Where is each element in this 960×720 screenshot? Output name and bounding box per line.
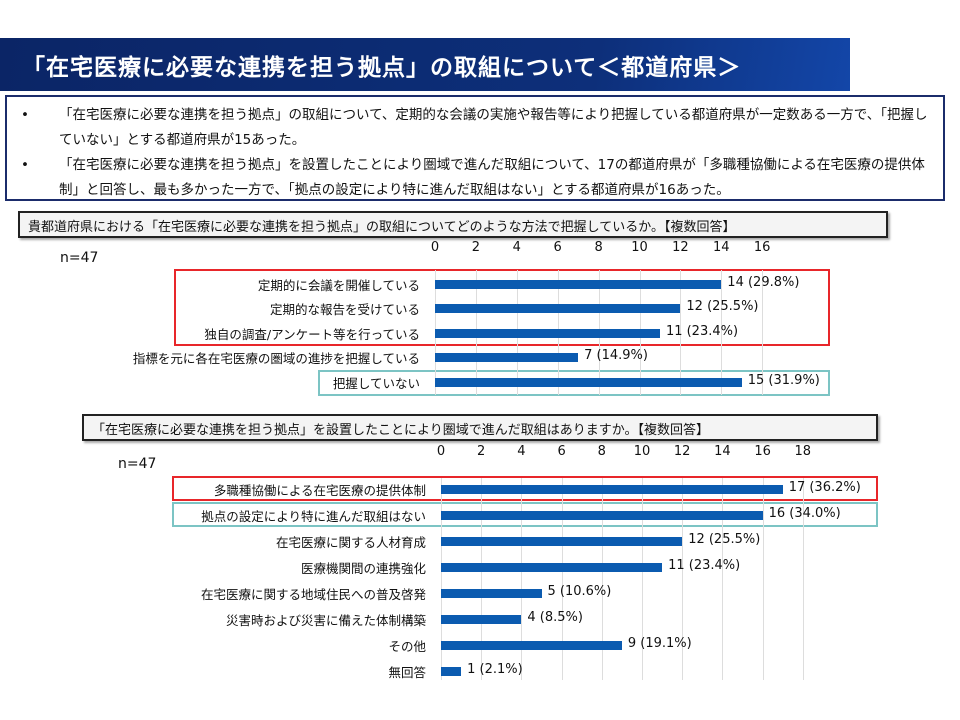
gridline bbox=[441, 478, 442, 680]
x-tick-label: 10 bbox=[633, 444, 651, 459]
category-label: 無回答 bbox=[388, 665, 426, 680]
category-label: 災害時および災害に備えた体制構築 bbox=[225, 613, 426, 628]
bar bbox=[441, 641, 622, 650]
x-tick-label: 6 bbox=[553, 240, 562, 255]
chart2-highlight-teal bbox=[172, 502, 878, 527]
data-label: 12 (25.5%) bbox=[686, 299, 759, 314]
x-tick-label: 12 bbox=[672, 240, 689, 255]
gridline bbox=[721, 270, 723, 395]
data-label: 16 (34.0%) bbox=[768, 506, 841, 521]
category-label: 独自の調査/アンケート等を行っている bbox=[204, 327, 420, 342]
data-label: 17 (36.2%) bbox=[788, 480, 861, 495]
bar bbox=[435, 304, 681, 313]
gridline bbox=[481, 478, 483, 680]
data-label: 1 (2.1%) bbox=[467, 662, 523, 677]
bar bbox=[435, 280, 722, 289]
bar bbox=[441, 537, 683, 546]
bar bbox=[441, 667, 462, 676]
slide-title: 「在宅医療に必要な連携を担う拠点」の取組について＜都道府県＞ bbox=[0, 38, 850, 91]
gridline bbox=[722, 478, 724, 680]
category-label: 拠点の設定により特に進んだ取組はない bbox=[201, 509, 426, 524]
data-label: 5 (10.6%) bbox=[547, 584, 612, 599]
gridline bbox=[682, 478, 684, 680]
chart1-n: n=47 bbox=[60, 250, 99, 266]
data-label: 9 (19.1%) bbox=[627, 636, 692, 651]
x-tick-label: 8 bbox=[597, 444, 606, 459]
category-label: 定期的に会議を開催している bbox=[257, 278, 420, 293]
x-tick-label: 2 bbox=[477, 444, 486, 459]
bar bbox=[435, 378, 742, 387]
x-tick-label: 6 bbox=[557, 444, 566, 459]
x-tick-label: 18 bbox=[794, 444, 812, 459]
data-label: 4 (8.5%) bbox=[527, 610, 583, 625]
x-tick-label: 14 bbox=[714, 444, 731, 459]
bar bbox=[441, 563, 663, 572]
bar bbox=[435, 329, 660, 338]
summary-point-1: 「在宅医療に必要な連携を担う拠点」の取組について、定期的な会議の実施や報告等によ… bbox=[59, 107, 928, 148]
category-label: 多職種協働による在宅医療の提供体制 bbox=[213, 483, 426, 498]
chart2-highlight-red bbox=[172, 476, 878, 501]
data-label: 7 (14.9%) bbox=[584, 348, 648, 363]
category-label: 医療機関間の連携強化 bbox=[300, 561, 426, 576]
category-label: 在宅医療に関する人材育成 bbox=[275, 535, 426, 550]
bullet: • bbox=[21, 107, 29, 123]
category-label: その他 bbox=[388, 639, 426, 654]
bar bbox=[441, 511, 763, 520]
gridline bbox=[601, 478, 603, 680]
x-tick-label: 2 bbox=[471, 240, 481, 255]
summary-box: • 「在宅医療に必要な連携を担う拠点」の取組について、定期的な会議の実施や報告等に… bbox=[5, 95, 945, 201]
data-label: 12 (25.5%) bbox=[688, 532, 761, 547]
gridline bbox=[762, 478, 764, 680]
data-label: 11 (23.4%) bbox=[665, 324, 739, 339]
gridline bbox=[561, 478, 563, 680]
bar bbox=[435, 353, 579, 362]
data-label: 11 (23.4%) bbox=[668, 558, 741, 573]
x-tick-label: 4 bbox=[517, 444, 526, 459]
x-tick-label: 14 bbox=[713, 240, 730, 255]
chart2-question: 「在宅医療に必要な連携を担う拠点」を設置したことにより圏域で進んだ取組はあります… bbox=[82, 414, 878, 441]
gridline bbox=[521, 478, 523, 680]
x-tick-label: 0 bbox=[430, 240, 440, 255]
gridline bbox=[762, 270, 764, 395]
data-label: 14 (29.8%) bbox=[727, 275, 800, 290]
x-tick-label: 16 bbox=[754, 444, 771, 459]
x-tick-label: 10 bbox=[631, 240, 648, 255]
x-tick-label: 0 bbox=[436, 444, 446, 459]
chart2-n: n=47 bbox=[118, 456, 157, 472]
gridline bbox=[642, 478, 643, 680]
category-label: 指標を元に各在宅医療の圏域の進捗を把握している bbox=[132, 351, 420, 366]
bar bbox=[441, 485, 783, 494]
bullet: • bbox=[21, 157, 29, 173]
gridline bbox=[802, 478, 804, 680]
bar bbox=[441, 615, 522, 624]
x-tick-label: 16 bbox=[753, 240, 771, 255]
gridline bbox=[680, 270, 682, 395]
x-tick-label: 12 bbox=[673, 444, 691, 459]
chart1-highlight-teal bbox=[318, 370, 830, 396]
chart1-question: 貴都道府県における「在宅医療に必要な連携を担う拠点」の取組についてどのような方法… bbox=[18, 211, 888, 238]
category-label: 定期的な報告を受けている bbox=[269, 302, 420, 317]
category-label: 在宅医療に関する地域住民への普及啓発 bbox=[200, 587, 426, 602]
summary-point-2: 「在宅医療に必要な連携を担う拠点」を設置したことにより圏域で進んだ取組について、… bbox=[59, 157, 925, 198]
x-tick-label: 4 bbox=[512, 240, 521, 255]
x-tick-label: 8 bbox=[594, 240, 603, 255]
category-label: 把握していない bbox=[332, 376, 420, 391]
chart1-highlight-red bbox=[174, 269, 830, 346]
bar bbox=[441, 589, 542, 598]
data-label: 15 (31.9%) bbox=[747, 373, 820, 388]
